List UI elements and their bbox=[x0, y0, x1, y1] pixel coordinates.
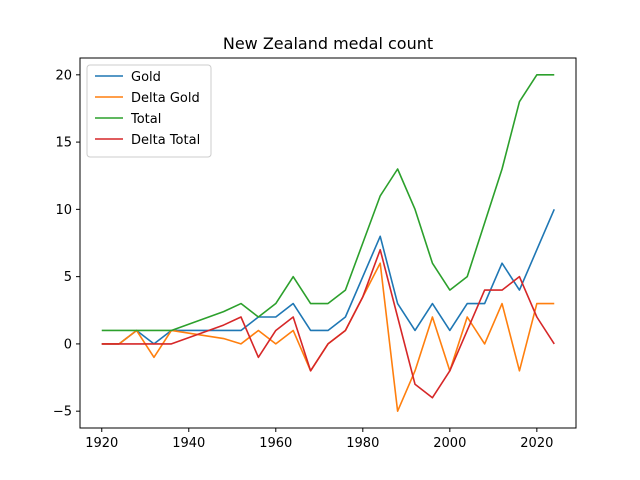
x-tick-label: 1960 bbox=[259, 436, 292, 451]
series-line-3 bbox=[101, 248, 555, 399]
x-tick-label: 1920 bbox=[85, 436, 118, 451]
legend-box bbox=[86, 64, 212, 158]
x-tick-label: 2020 bbox=[520, 436, 553, 451]
y-axis: −5 0 5 10 15 20 bbox=[53, 68, 80, 420]
x-tick-label: 1940 bbox=[172, 436, 205, 451]
y-tick-label: 10 bbox=[55, 203, 72, 218]
x-tick-label: 1980 bbox=[346, 436, 379, 451]
x-tick-label: 2000 bbox=[433, 436, 466, 451]
y-tick-label: 20 bbox=[55, 68, 72, 83]
plot-lines bbox=[101, 74, 555, 412]
series-line-1 bbox=[101, 262, 555, 412]
y-tick-label: −5 bbox=[53, 405, 72, 420]
y-tick-label: 0 bbox=[64, 337, 72, 352]
legend-label: Delta Gold bbox=[131, 91, 200, 106]
legend: Gold Delta Gold Total Delta Total bbox=[86, 64, 212, 158]
series-line-0 bbox=[101, 209, 555, 345]
legend-label: Gold bbox=[131, 70, 161, 85]
chart-title: New Zealand medal count bbox=[223, 34, 433, 53]
legend-label: Total bbox=[130, 112, 161, 127]
y-tick-label: 15 bbox=[55, 136, 72, 151]
y-tick-label: 5 bbox=[64, 270, 72, 285]
plot-frame bbox=[79, 57, 577, 429]
x-axis: 1920 1940 1960 1980 2000 2020 bbox=[85, 428, 553, 451]
legend-label: Delta Total bbox=[131, 133, 200, 148]
series-line-2 bbox=[101, 74, 555, 332]
